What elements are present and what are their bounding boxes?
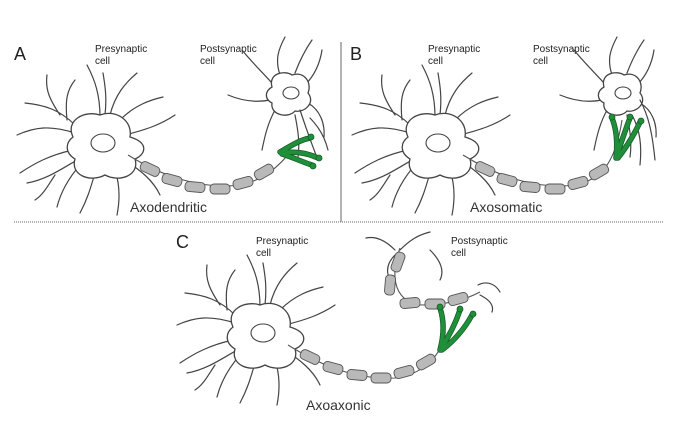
postsynaptic-label-c-line2: cell	[451, 248, 466, 259]
myelin-sheath-b	[473, 159, 611, 195]
presynaptic-label-c: Presynaptic	[256, 236, 308, 247]
postsynaptic-label-a: Postsynaptic	[200, 44, 257, 55]
caption-axoaxonic: Axoaxonic	[306, 397, 371, 413]
panel-letter-b: B	[350, 44, 362, 64]
dendrite-branch-b	[631, 99, 656, 166]
axon-terminal-c	[436, 303, 477, 353]
presynaptic-neuron-a	[16, 64, 176, 216]
postsynaptic-dendrites-c	[365, 231, 501, 313]
presynaptic-neuron-c	[176, 254, 336, 406]
caption-axodendritic: Axodendritic	[130, 199, 207, 215]
axon-terminal-a	[277, 133, 323, 170]
presynaptic-label-a: Presynaptic	[95, 44, 147, 55]
panel-letter-c: C	[176, 232, 189, 252]
postsynaptic-label-a-line2: cell	[200, 56, 215, 67]
panel-b: B Presynaptic cell Postsynaptic cell Axo…	[350, 36, 657, 216]
presynaptic-label-b-line2: cell	[428, 56, 443, 67]
postsynaptic-label-b: Postsynaptic	[533, 44, 590, 55]
presynaptic-label-c-line2: cell	[256, 248, 271, 259]
postsynaptic-myelin-c	[383, 250, 470, 310]
presynaptic-label-b: Presynaptic	[428, 44, 480, 55]
myelin-sheath-c	[298, 347, 438, 384]
presynaptic-label-a-line2: cell	[95, 56, 110, 67]
axon-terminal-b	[608, 113, 645, 161]
myelin-sheath-a	[138, 159, 276, 195]
presynaptic-neuron-b	[351, 64, 511, 216]
panel-letter-a: A	[14, 44, 26, 64]
caption-axosomatic: Axosomatic	[470, 199, 542, 215]
postsynaptic-label-b-line2: cell	[533, 56, 548, 67]
panel-c: C Presynaptic cell Postsynaptic cell	[176, 231, 508, 413]
postsynaptic-label-c: Postsynaptic	[451, 236, 508, 247]
postsynaptic-neuron-b	[559, 36, 657, 158]
panel-a: A Presynaptic cell Postsynaptic cell Axo…	[14, 36, 329, 216]
